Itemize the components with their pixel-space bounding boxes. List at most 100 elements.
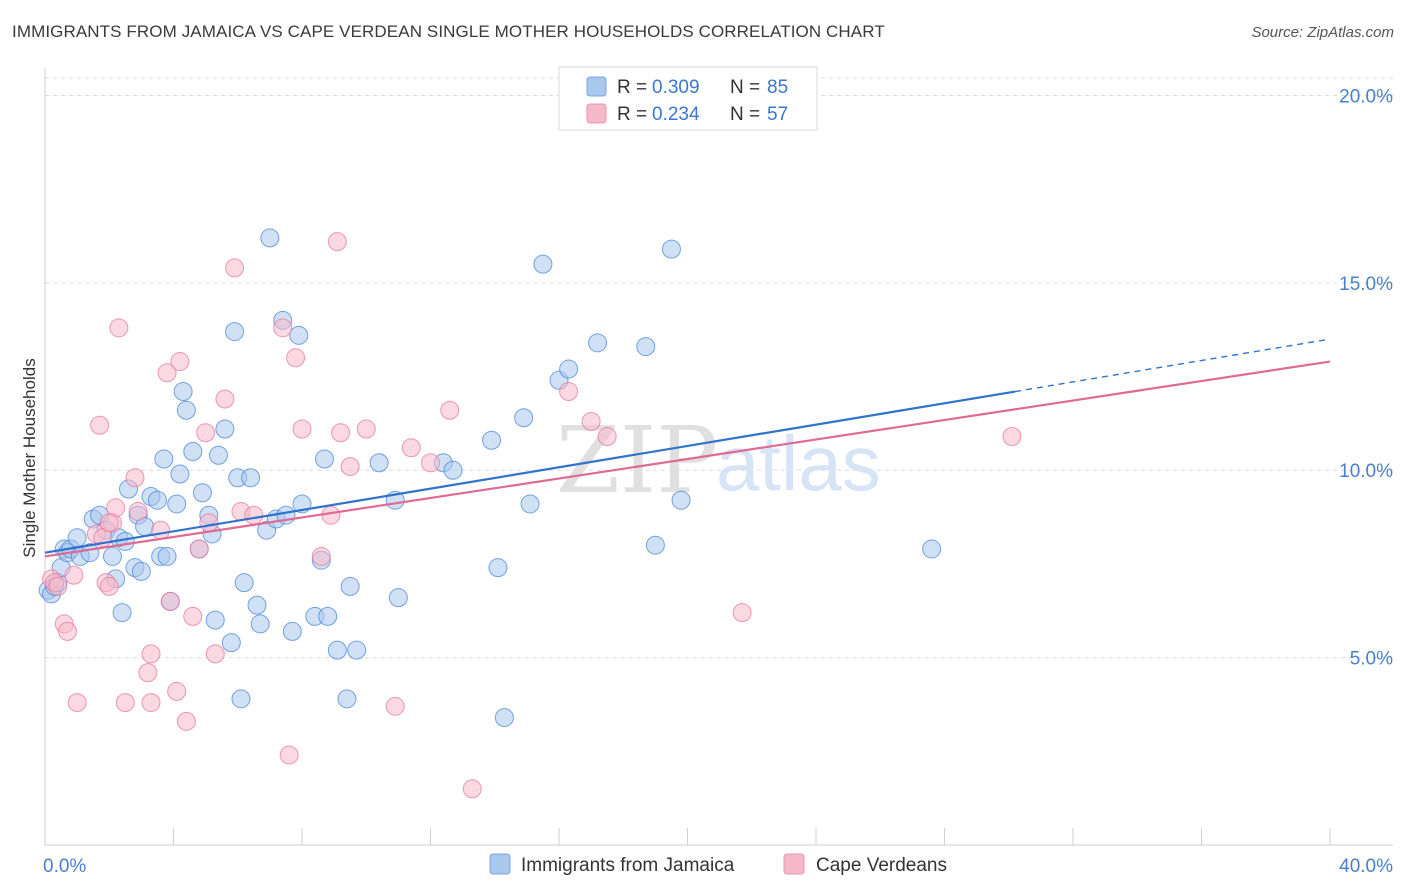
axes xyxy=(44,68,1393,846)
data-point xyxy=(369,453,389,473)
data-point xyxy=(167,494,187,514)
legend-r-label-capeverde: R = xyxy=(617,104,647,125)
chart-title: IMMIGRANTS FROM JAMAICA VS CAPE VERDEAN … xyxy=(12,22,885,41)
data-point xyxy=(170,464,190,484)
legend-n-value-capeverde: 57 xyxy=(767,104,788,125)
data-point xyxy=(250,614,270,634)
data-point xyxy=(314,449,334,469)
data-point xyxy=(173,382,193,402)
data-point xyxy=(636,337,656,357)
data-point xyxy=(247,595,267,615)
bottom-legend-swatch-capeverde[interactable] xyxy=(783,853,805,875)
data-point xyxy=(67,693,87,713)
data-point xyxy=(99,576,119,596)
data-point xyxy=(176,711,196,731)
data-point xyxy=(205,644,225,664)
data-point xyxy=(192,483,212,503)
data-point xyxy=(440,400,460,420)
data-point xyxy=(581,412,601,432)
trend-line-jamaica xyxy=(44,390,1016,554)
data-point xyxy=(125,468,145,488)
data-point xyxy=(340,576,360,596)
legend-r-value-capeverde: 0.234 xyxy=(652,104,700,125)
data-point xyxy=(559,359,579,379)
source-label: Source: ZipAtlas.com xyxy=(1251,24,1394,41)
data-point xyxy=(482,430,502,450)
y-tick-label: 5.0% xyxy=(1350,649,1393,670)
series-capeverde xyxy=(41,232,1022,799)
trend-line-extension-jamaica xyxy=(1015,338,1331,393)
data-point xyxy=(221,633,241,653)
data-point xyxy=(356,419,376,439)
y-tick-label: 10.0% xyxy=(1339,461,1393,482)
data-point xyxy=(327,640,347,660)
data-point xyxy=(183,606,203,626)
data-point xyxy=(189,539,209,559)
data-point xyxy=(347,640,367,660)
data-point xyxy=(157,546,177,566)
data-point xyxy=(732,603,752,623)
data-point xyxy=(147,490,167,510)
data-point xyxy=(443,460,463,480)
bottom-legend-swatch-jamaica[interactable] xyxy=(489,853,511,875)
data-point xyxy=(292,419,312,439)
data-point xyxy=(1002,427,1022,447)
data-point xyxy=(141,693,161,713)
data-point xyxy=(494,708,514,728)
data-point xyxy=(279,745,299,765)
y-axis-label: Single Mother Households xyxy=(20,358,39,557)
data-point xyxy=(260,228,280,248)
y-tick-label: 20.0% xyxy=(1339,86,1393,107)
top-legend: R = 0.309 N = 85 R = 0.234 N = 57 xyxy=(558,66,818,131)
data-point xyxy=(157,363,177,383)
data-point xyxy=(234,573,254,593)
data-point xyxy=(57,621,77,641)
data-point xyxy=(99,513,119,533)
y-tick-label: 15.0% xyxy=(1339,274,1393,295)
legend-n-value-jamaica: 85 xyxy=(767,77,788,98)
data-point xyxy=(282,621,302,641)
data-point xyxy=(176,400,196,420)
legend-swatch-capeverde xyxy=(586,103,607,124)
data-point xyxy=(388,588,408,608)
data-point xyxy=(160,591,180,611)
data-point xyxy=(167,681,187,701)
data-point xyxy=(588,333,608,353)
bottom-legend: Immigrants from Jamaica Cape Verdeans xyxy=(489,853,947,876)
data-point xyxy=(645,535,665,555)
watermark-atlas: atlas xyxy=(716,419,881,507)
data-point xyxy=(208,445,228,465)
data-point xyxy=(273,318,293,338)
data-point xyxy=(421,453,440,473)
data-point xyxy=(131,561,151,581)
bottom-legend-label-jamaica[interactable]: Immigrants from Jamaica xyxy=(521,855,735,876)
data-point xyxy=(109,318,129,338)
legend-swatch-jamaica xyxy=(586,76,607,97)
data-point xyxy=(199,513,219,533)
data-point xyxy=(922,539,942,559)
data-point xyxy=(337,689,357,709)
data-point xyxy=(225,258,245,278)
data-point xyxy=(401,438,421,458)
data-point xyxy=(225,322,245,342)
data-point xyxy=(183,442,203,461)
data-point xyxy=(311,546,331,566)
data-point xyxy=(520,494,540,514)
grid xyxy=(45,77,1393,659)
data-point xyxy=(90,415,110,435)
data-point xyxy=(241,468,261,488)
data-point xyxy=(244,505,264,525)
x-tick-label: 0.0% xyxy=(43,856,86,877)
tick-labels: 5.0% 10.0% 15.0% 20.0% 0.0% 40.0% xyxy=(43,86,1393,877)
data-point xyxy=(196,423,216,443)
data-point xyxy=(597,427,617,447)
legend-n-label-capeverde: N = xyxy=(730,104,760,125)
data-point xyxy=(289,325,309,345)
trend-layer xyxy=(44,338,1331,558)
legend-r-label-jamaica: R = xyxy=(617,77,647,98)
data-point xyxy=(205,610,225,630)
data-point xyxy=(154,449,174,469)
bottom-legend-label-capeverde[interactable]: Cape Verdeans xyxy=(816,855,947,876)
data-point xyxy=(661,239,681,259)
